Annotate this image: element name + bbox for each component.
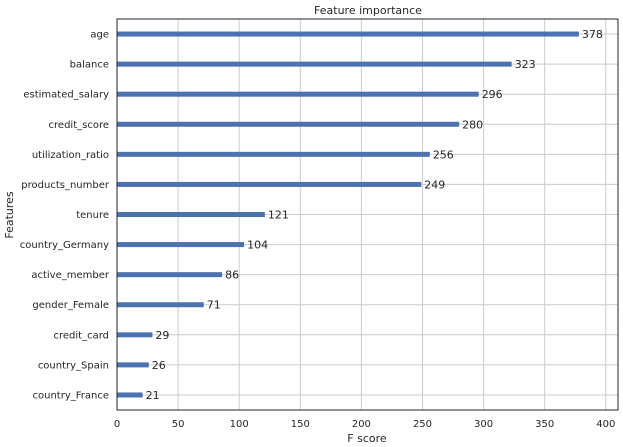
y-tick-label: country_France [33,390,110,401]
y-tick-label: balance [70,60,109,71]
bar-balance [117,61,512,67]
data-label: 256 [433,148,454,161]
bar-utilization_ratio [117,151,430,157]
bar-estimated_salary [117,91,479,97]
y-tick-label: country_Germany [20,240,109,251]
data-label: 29 [155,329,169,342]
y-tick-label: estimated_salary [23,90,109,101]
data-label: 249 [424,178,445,191]
bar-active_member [117,272,223,278]
data-label: 104 [247,239,268,252]
data-label: 121 [268,209,289,222]
y-tick-label: gender_Female [32,300,109,311]
x-tick-label: 300 [474,419,493,430]
y-tick-label: products_number [21,180,110,191]
y-tick-label: active_member [31,270,110,281]
x-axis-label: F score [347,432,387,445]
data-label: 323 [515,58,536,71]
y-axis-label: Features [3,191,16,239]
bar-age [117,31,579,37]
bar-tenure [117,212,265,217]
data-label: 21 [146,389,160,402]
x-tick-label: 100 [230,419,249,430]
data-label: 280 [462,118,483,131]
data-label: 86 [225,269,239,282]
bar-country_France [117,392,143,398]
plot-frame [116,18,619,411]
bars [117,31,579,398]
bar-credit_score [117,121,460,127]
x-tick-label: 50 [172,419,185,430]
x-tick-label: 0 [114,419,120,430]
data-label: 26 [152,359,166,372]
y-tick-label: tenure [76,210,109,221]
chart-title: Feature importance [314,4,422,17]
y-tick-label: credit_card [54,330,110,341]
bar-gender_Female [117,302,204,308]
x-tick-labels: 0 50 100 150 200 250 300 350 400 [114,419,616,430]
bar-country_Spain [117,362,149,368]
data-label: 296 [482,88,503,101]
bar-credit_card [117,332,153,338]
x-tick-label: 200 [352,419,371,430]
y-tick-label: utilization_ratio [32,150,109,161]
y-tick-labels: age balance estimated_salary credit_scoreut… [20,30,110,402]
data-label: 71 [207,299,221,312]
y-tick-label: credit_score [49,120,109,131]
data-label: 378 [582,28,603,41]
x-tick-label: 400 [596,419,615,430]
y-tick-label: country_Spain [38,360,109,371]
x-tick-label: 150 [291,419,310,430]
x-tick-label: 350 [535,419,554,430]
bar-products_number [117,181,422,187]
bar-country_Germany [117,242,245,248]
y-tick-label: age [90,30,109,41]
x-tick-label: 250 [413,419,432,430]
data-labels: 378 323 296 280 256 249 121 104 86 71 29 26 21 [146,28,603,402]
